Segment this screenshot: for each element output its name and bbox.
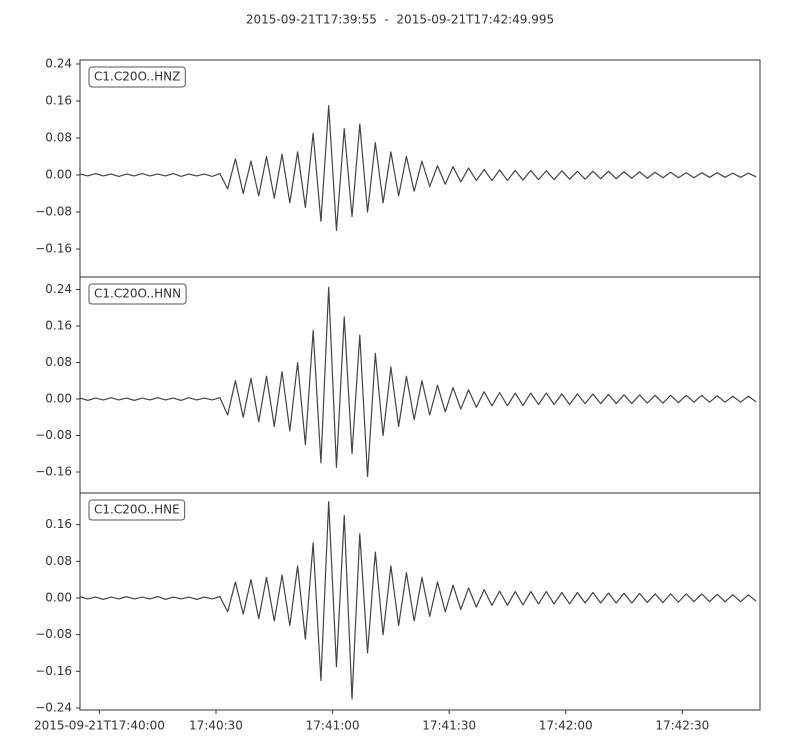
y-tick-label: 0.24 xyxy=(45,282,72,296)
x-tick-label: 17:41:00 xyxy=(306,719,360,733)
waveform xyxy=(79,501,757,700)
trace-label: C1.C20O..HNE xyxy=(94,503,180,517)
chart-title: 2015-09-21T17:39:55 - 2015-09-21T17:42:4… xyxy=(246,13,554,27)
y-tick-label: −0.08 xyxy=(35,428,72,442)
y-tick-label: 0.24 xyxy=(45,56,72,70)
waveform xyxy=(79,105,757,232)
y-tick-label: −0.08 xyxy=(35,627,72,641)
y-tick-label: 0.16 xyxy=(45,93,72,107)
y-tick-label: −0.16 xyxy=(35,242,72,256)
trace-label-box xyxy=(88,283,187,305)
x-tick-label: 17:41:30 xyxy=(422,719,476,733)
y-tick-label: 0.16 xyxy=(45,319,72,333)
y-tick-label: −0.08 xyxy=(35,205,72,219)
waveform xyxy=(79,286,757,478)
x-tick-label: 2015-09-21T17:40:00 xyxy=(34,719,165,733)
x-tick-label: 17:42:30 xyxy=(655,719,709,733)
y-tick-label: 0.08 xyxy=(45,554,72,568)
trace-label: C1.C20O..HNZ xyxy=(94,70,180,84)
x-tick-label: 17:42:00 xyxy=(539,719,593,733)
y-tick-label: −0.16 xyxy=(35,664,72,678)
trace-label-box xyxy=(88,499,186,521)
panel-frame xyxy=(79,276,761,494)
y-tick-label: 0.00 xyxy=(45,392,72,406)
y-tick-label: 0.16 xyxy=(45,517,72,531)
trace-label: C1.C20O..HNN xyxy=(94,287,181,301)
y-tick-label: 0.08 xyxy=(45,130,72,144)
x-tick-label: 17:40:30 xyxy=(189,719,243,733)
y-tick-label: −0.16 xyxy=(35,465,72,479)
y-tick-label: 0.00 xyxy=(45,590,72,604)
y-tick-label: 0.00 xyxy=(45,167,72,181)
trace-label-box xyxy=(88,66,186,88)
panel-frame xyxy=(79,492,761,711)
y-tick-label: 0.08 xyxy=(45,355,72,369)
y-tick-label: −0.24 xyxy=(35,701,72,715)
